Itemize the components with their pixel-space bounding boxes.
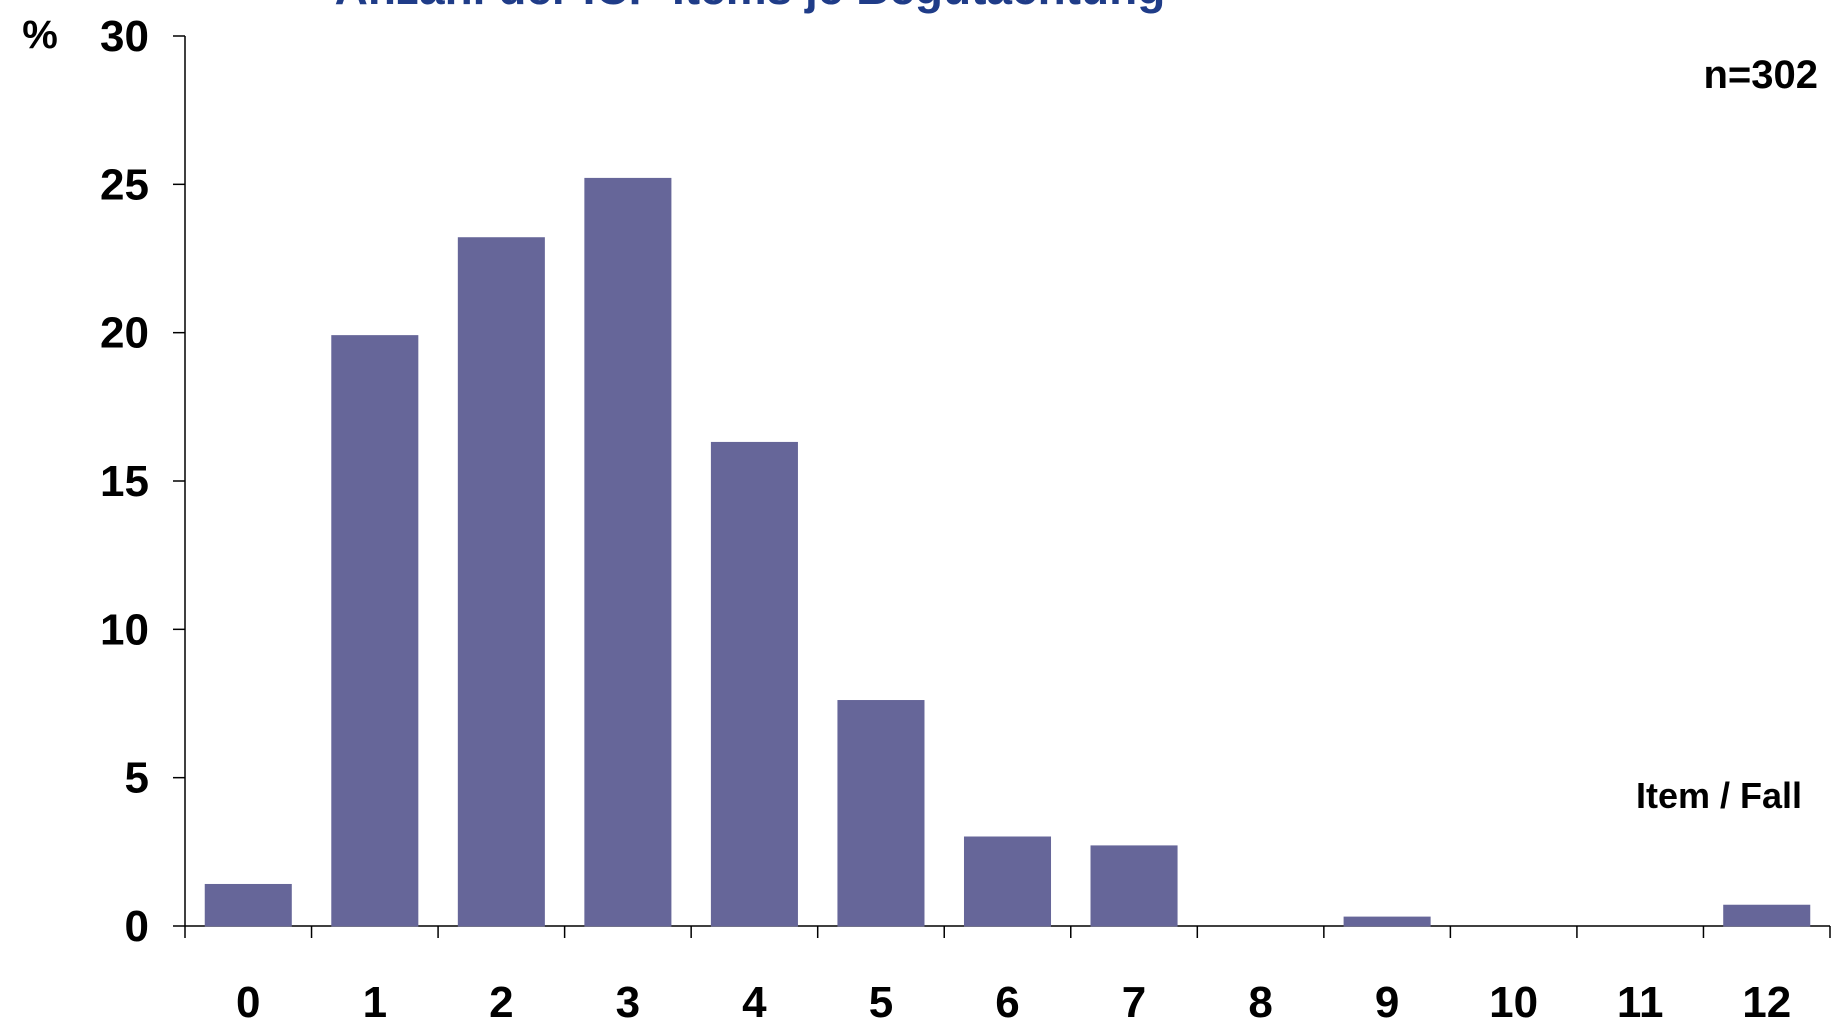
x-tick-label: 6: [995, 978, 1019, 1022]
x-tick-label: 5: [869, 978, 893, 1022]
y-tick-label: 30: [100, 12, 149, 61]
chart-title: Anzahl der ICF-Items je Begutachtung: [335, 0, 1166, 14]
bar-7: [1090, 845, 1178, 927]
bar-9: [1343, 916, 1431, 927]
x-tick-label: 11: [1617, 978, 1664, 1022]
x-axis-annotation: Item / Fall: [1636, 775, 1802, 816]
x-tick-label: 1: [363, 978, 387, 1022]
sample-size-annotation: n=302: [1703, 53, 1818, 97]
bar-3: [584, 177, 672, 927]
x-tick-label: 8: [1248, 978, 1272, 1022]
bar-2: [457, 237, 545, 927]
y-tick-label: 15: [100, 457, 149, 506]
y-tick-label: 25: [100, 160, 149, 209]
y-tick-label: 10: [100, 605, 149, 654]
bar-6: [963, 836, 1052, 927]
x-tick-label: 12: [1742, 978, 1791, 1022]
y-tick-label: 5: [125, 754, 149, 803]
y-axis-unit-label: %: [22, 13, 58, 57]
bar-1: [331, 335, 419, 927]
bar-5: [837, 700, 925, 927]
bar-12: [1723, 904, 1811, 927]
bar-4: [710, 441, 798, 927]
x-tick-label: 4: [742, 978, 767, 1022]
x-tick-label: 3: [616, 978, 640, 1022]
bar-0: [204, 883, 292, 927]
y-tick-label: 0: [125, 902, 149, 951]
y-tick-label: 20: [100, 309, 149, 358]
x-tick-label: 0: [236, 978, 260, 1022]
x-tick-label: 7: [1122, 978, 1146, 1022]
x-tick-label: 9: [1375, 978, 1399, 1022]
x-tick-label: 2: [489, 978, 513, 1022]
x-tick-label: 10: [1489, 978, 1538, 1022]
